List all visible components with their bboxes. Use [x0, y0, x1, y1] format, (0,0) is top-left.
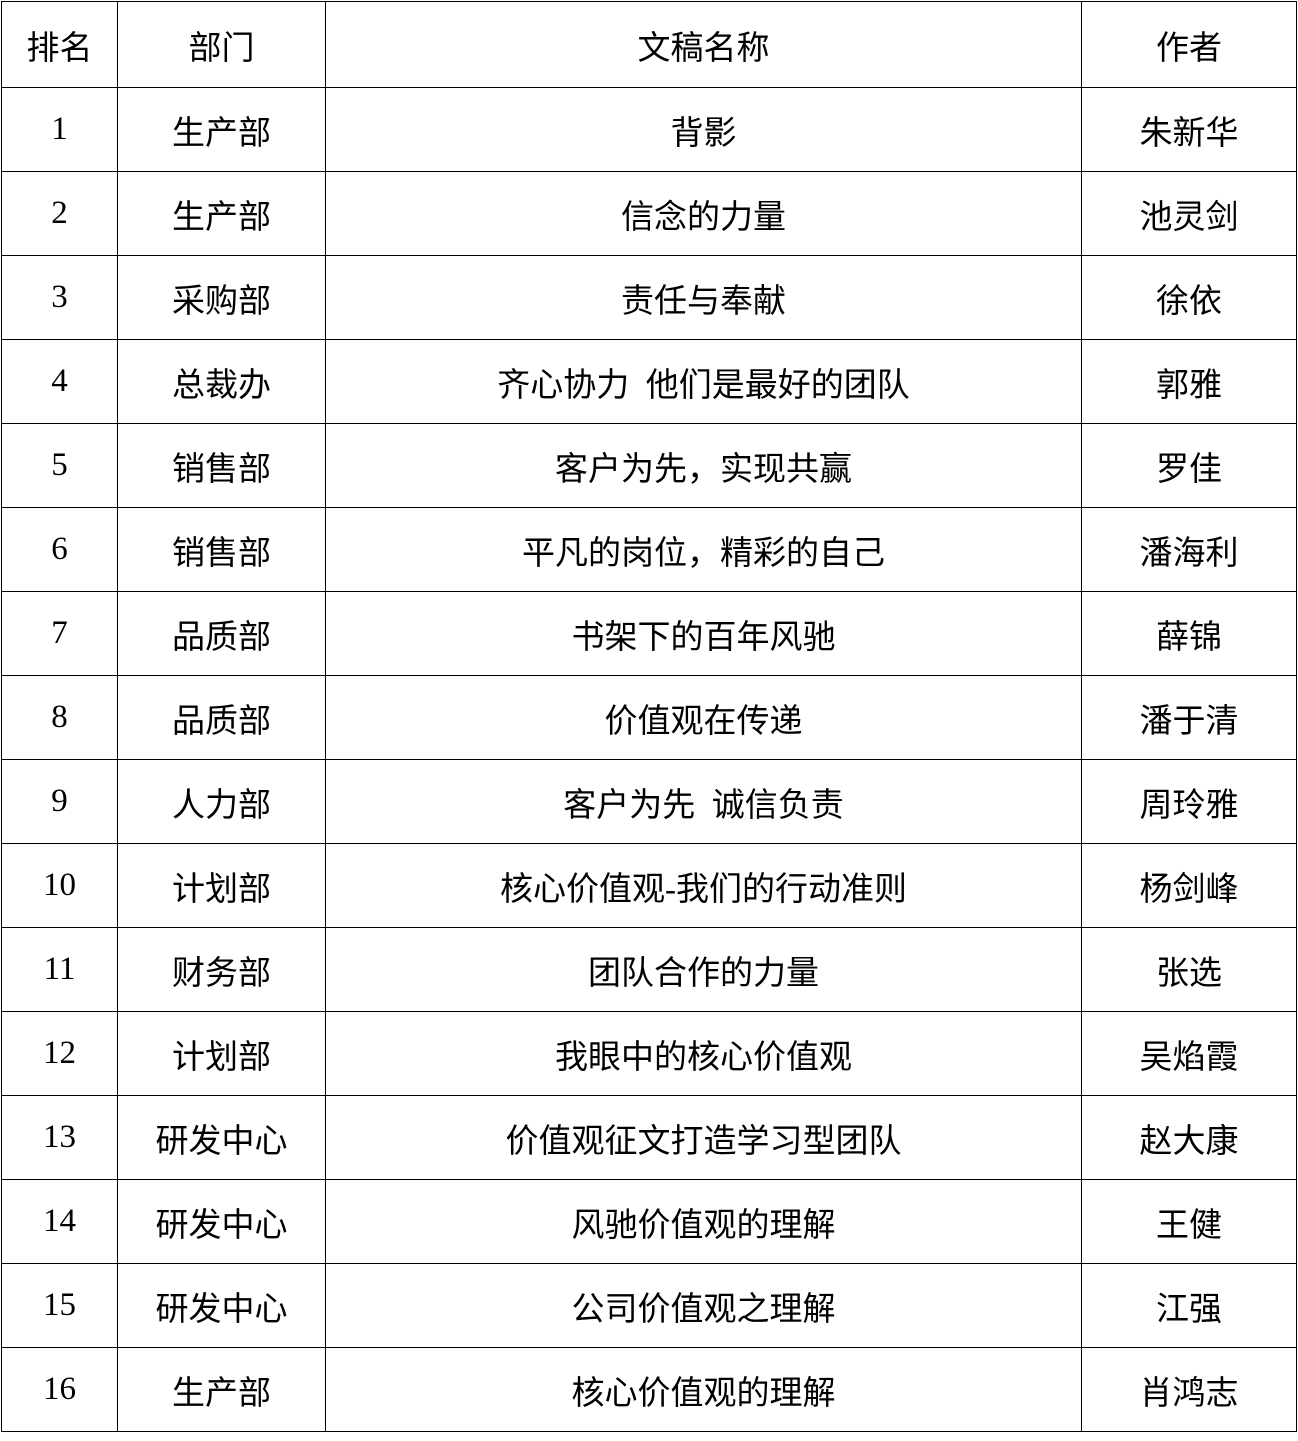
table-row: 6 销售部 平凡的岗位，精彩的自己 潘海利 [1, 507, 1297, 592]
title-cell: 客户为先 诚信负责 [325, 759, 1082, 844]
rank-cell: 7 [1, 591, 118, 676]
table-row: 15 研发中心 公司价值观之理解 江强 [1, 1263, 1297, 1348]
department-cell: 销售部 [117, 507, 326, 592]
rank-cell: 2 [1, 171, 118, 256]
rank-cell: 14 [1, 1179, 118, 1264]
author-cell: 吴焰霞 [1081, 1011, 1297, 1096]
title-cell: 价值观征文打造学习型团队 [325, 1095, 1082, 1180]
author-cell: 潘海利 [1081, 507, 1297, 592]
table-row: 7 品质部 书架下的百年风驰 薛锦 [1, 591, 1297, 676]
header-department: 部门 [117, 1, 326, 88]
table-row: 1 生产部 背影 朱新华 [1, 87, 1297, 172]
title-cell: 核心价值观的理解 [325, 1347, 1082, 1432]
rank-cell: 4 [1, 339, 118, 424]
table-row: 3 采购部 责任与奉献 徐依 [1, 255, 1297, 340]
rank-cell: 12 [1, 1011, 118, 1096]
rank-cell: 5 [1, 423, 118, 508]
department-cell: 研发中心 [117, 1095, 326, 1180]
rank-cell: 13 [1, 1095, 118, 1180]
department-cell: 品质部 [117, 591, 326, 676]
table-row: 16 生产部 核心价值观的理解 肖鸿志 [1, 1347, 1297, 1432]
author-cell: 王健 [1081, 1179, 1297, 1264]
table-row: 8 品质部 价值观在传递 潘于清 [1, 675, 1297, 760]
table-row: 5 销售部 客户为先，实现共赢 罗佳 [1, 423, 1297, 508]
author-cell: 张选 [1081, 927, 1297, 1012]
author-cell: 罗佳 [1081, 423, 1297, 508]
department-cell: 总裁办 [117, 339, 326, 424]
rank-cell: 3 [1, 255, 118, 340]
rank-cell: 9 [1, 759, 118, 844]
table-row: 4 总裁办 齐心协力 他们是最好的团队 郭雅 [1, 339, 1297, 424]
department-cell: 财务部 [117, 927, 326, 1012]
rank-cell: 1 [1, 87, 118, 172]
title-cell: 核心价值观-我们的行动准则 [325, 843, 1082, 928]
title-cell: 齐心协力 他们是最好的团队 [325, 339, 1082, 424]
title-cell: 团队合作的力量 [325, 927, 1082, 1012]
author-cell: 江强 [1081, 1263, 1297, 1348]
header-title: 文稿名称 [325, 1, 1082, 88]
author-cell: 郭雅 [1081, 339, 1297, 424]
author-cell: 肖鸿志 [1081, 1347, 1297, 1432]
table-row: 11 财务部 团队合作的力量 张选 [1, 927, 1297, 1012]
title-cell: 责任与奉献 [325, 255, 1082, 340]
title-cell: 风驰价值观的理解 [325, 1179, 1082, 1264]
department-cell: 研发中心 [117, 1179, 326, 1264]
department-cell: 计划部 [117, 1011, 326, 1096]
author-cell: 薛锦 [1081, 591, 1297, 676]
author-cell: 周玲雅 [1081, 759, 1297, 844]
author-cell: 杨剑峰 [1081, 843, 1297, 928]
department-cell: 生产部 [117, 87, 326, 172]
table-row: 12 计划部 我眼中的核心价值观 吴焰霞 [1, 1011, 1297, 1096]
author-cell: 赵大康 [1081, 1095, 1297, 1180]
table-row: 9 人力部 客户为先 诚信负责 周玲雅 [1, 759, 1297, 844]
department-cell: 研发中心 [117, 1263, 326, 1348]
rank-cell: 11 [1, 927, 118, 1012]
department-cell: 品质部 [117, 675, 326, 760]
author-cell: 池灵剑 [1081, 171, 1297, 256]
header-author: 作者 [1081, 1, 1297, 88]
department-cell: 生产部 [117, 171, 326, 256]
title-cell: 价值观在传递 [325, 675, 1082, 760]
rank-cell: 15 [1, 1263, 118, 1348]
title-cell: 平凡的岗位，精彩的自己 [325, 507, 1082, 592]
header-row: 排名 部门 文稿名称 作者 [1, 1, 1297, 88]
title-cell: 我眼中的核心价值观 [325, 1011, 1082, 1096]
rank-cell: 16 [1, 1347, 118, 1432]
rank-cell: 8 [1, 675, 118, 760]
title-cell: 客户为先，实现共赢 [325, 423, 1082, 508]
rank-cell: 10 [1, 843, 118, 928]
title-cell: 书架下的百年风驰 [325, 591, 1082, 676]
department-cell: 计划部 [117, 843, 326, 928]
header-rank: 排名 [1, 1, 118, 88]
title-cell: 背影 [325, 87, 1082, 172]
table-row: 2 生产部 信念的力量 池灵剑 [1, 171, 1297, 256]
title-cell: 信念的力量 [325, 171, 1082, 256]
rank-cell: 6 [1, 507, 118, 592]
author-cell: 朱新华 [1081, 87, 1297, 172]
department-cell: 采购部 [117, 255, 326, 340]
author-cell: 徐依 [1081, 255, 1297, 340]
department-cell: 销售部 [117, 423, 326, 508]
table-row: 14 研发中心 风驰价值观的理解 王健 [1, 1179, 1297, 1264]
department-cell: 生产部 [117, 1347, 326, 1432]
table-row: 13 研发中心 价值观征文打造学习型团队 赵大康 [1, 1095, 1297, 1180]
title-cell: 公司价值观之理解 [325, 1263, 1082, 1348]
table-row: 10 计划部 核心价值观-我们的行动准则 杨剑峰 [1, 843, 1297, 928]
department-cell: 人力部 [117, 759, 326, 844]
author-cell: 潘于清 [1081, 675, 1297, 760]
